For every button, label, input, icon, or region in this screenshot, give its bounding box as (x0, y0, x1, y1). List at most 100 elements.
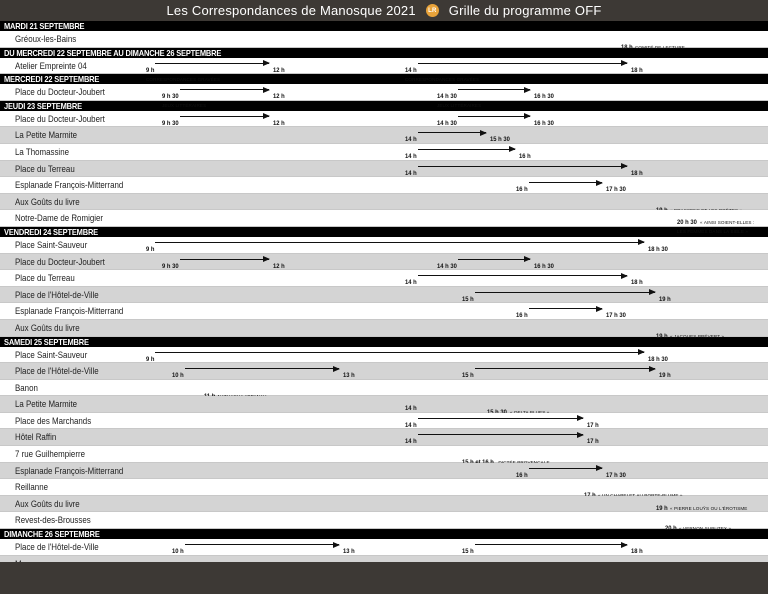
venue-name: Place de l'Hôtel-de-Ville (15, 366, 99, 377)
end-time: 16 h 30 (534, 262, 554, 270)
schedule-row: Aux Goûts du livre 19 h« BRASSENS ET LES … (0, 193, 768, 214)
event-caption: « PIERRE LOUŸS OU L'ÉROTISME (670, 505, 748, 511)
arrow-line (179, 256, 271, 263)
venue-name: Esplanade François-Mitterrand (15, 180, 124, 191)
event-caption: JEUX LITTÉRAIRES (162, 103, 207, 109)
end-time: 13 h (343, 548, 355, 556)
arrow-line (417, 129, 488, 136)
venue-name: Place de l'Hôtel-de-Ville (15, 289, 99, 300)
schedule-row: Revest-des-Brousses 20 h « VERNON SUBUTEX … (0, 512, 768, 532)
event-end: 13 h (343, 540, 356, 558)
start-time: 16 h (516, 471, 528, 479)
start-time: 10 h (172, 548, 184, 556)
arrow-line (417, 146, 517, 153)
arrow-line (457, 86, 532, 93)
day-header: MERCREDI 22 SEPTEMBRE (0, 74, 768, 85)
event-time: 15 h 30 (487, 409, 507, 416)
event-start[interactable]: 14 h CORRESPONDANCES GRAVÉES (405, 59, 479, 82)
start-time: 14 h 30 (437, 262, 457, 270)
event-end: 17 h 30 (606, 304, 628, 322)
event-start[interactable]: 9 h CORRESPONDANCES GRAVÉES (146, 59, 220, 82)
arrow-line (457, 256, 532, 263)
event-end: 18 h 30 (648, 238, 670, 256)
start-time: 14 h 30 (437, 93, 457, 101)
day-header: VENDREDI 24 SEPTEMBRE (0, 226, 768, 237)
day-header: DU MERCREDI 22 SEPTEMBRE AU DIMANCHE 26 … (0, 47, 768, 58)
day-header-label: MERCREDI 22 SEPTEMBRE (4, 74, 100, 85)
start-time: 9 h 30 (162, 93, 179, 101)
venue-name: Place Saint-Sauveur (15, 239, 88, 250)
event-time: 20 h (665, 525, 677, 533)
footer-bar (0, 562, 768, 594)
event-time: 14 h (405, 405, 417, 413)
event-end: 12 h (273, 85, 286, 103)
venue-name: Aux Goûts du livre (15, 498, 80, 509)
venue-name: Hôtel Raffin (15, 432, 57, 443)
event-caption: « AINSI SOIENT-ELLES : (700, 220, 755, 226)
schedule-row: Reillanne 17 h« UN CHAPELET AU PORTE-PLUM… (0, 479, 768, 499)
start-time: 10 h (172, 372, 184, 380)
event-end: 18 h (631, 540, 644, 558)
arrow-line (184, 365, 341, 372)
event-time: 18 h (621, 44, 633, 51)
event-caption: « VERNON SUBUTEX » (679, 526, 732, 532)
start-time: 15 h (462, 295, 474, 303)
start-time: 14 h (405, 66, 417, 74)
event-end: 18 h 30 (648, 348, 670, 366)
event-start[interactable]: 9 h 30 JEUX LITTÉRAIRES (162, 85, 206, 108)
festival-logo: LR (425, 4, 439, 17)
end-time: 18 h (631, 279, 643, 287)
end-time: 18 h (631, 66, 643, 74)
day-header: JEUDI 23 SEPTEMBRE (0, 100, 768, 111)
event[interactable]: 17 h« UN CHAPELET AU PORTE-PLUME » (584, 484, 683, 502)
schedule-row: Gréoux-les-Bains 18 h COMITÉ DE LECTURE (0, 31, 768, 51)
event-end: 19 h (659, 364, 672, 382)
venue-name: 7 rue Guilhempierre (15, 449, 86, 460)
event-end: 19 h (659, 288, 672, 306)
event[interactable]: 15 h 30« DELTA BLUES » (487, 401, 549, 419)
arrow-line (417, 415, 585, 422)
event-caption: « BRASSENS ET LES POÈTES » (670, 208, 742, 213)
start-time: 15 h (462, 372, 474, 380)
event[interactable]: 18 h COMITÉ DE LECTURE (621, 36, 685, 54)
event-time: 19 h (656, 504, 668, 512)
schedule-row: Notre-Dame de Romigier 20 h 30 « AINSI SOI… (0, 210, 768, 234)
schedule-row: 7 rue Guilhempierre 15 h et 16 h DICTÉE PR… (0, 446, 768, 466)
event[interactable]: 19 h « JACQUES PRÉVERT » (656, 325, 724, 343)
venue-name: Gréoux-les-Bains (15, 34, 77, 44)
end-time: 16 h (519, 152, 531, 160)
event[interactable]: 11 hNATHACHA APPANAH (204, 385, 267, 403)
end-time: 16 h 30 (534, 119, 554, 127)
event[interactable]: 20 h 30 « AINSI SOIENT-ELLES : LES FEMMES … (677, 211, 754, 234)
event[interactable]: 20 h « VERNON SUBUTEX » (665, 517, 731, 535)
event-end: 17 h 30 (606, 178, 628, 196)
venue-name: Place Saint-Sauveur (15, 349, 88, 360)
event[interactable]: 15 h et 16 h DICTÉE PROVENÇALE (462, 451, 550, 469)
end-time: 16 h 30 (534, 93, 554, 101)
event-start[interactable]: 14 h 30 JEUX LITTÉRAIRES (437, 85, 481, 108)
end-time: 18 h (631, 548, 643, 556)
event-caption: « DELTA BLUES » (510, 410, 549, 415)
schedule-row: Atelier Empreinte 04 9 h CORRESPONDANCES G… (0, 57, 768, 82)
schedule-row: Banon 11 hNATHACHA APPANAH (0, 379, 768, 400)
venue-name: Aux Goûts du livre (15, 322, 80, 333)
arrow-line (417, 60, 629, 67)
event-end: 18 h (631, 271, 644, 289)
event-end: 18 h (631, 59, 644, 77)
event[interactable]: 19 h« BRASSENS ET LES POÈTES » (656, 199, 742, 217)
start-time: 16 h (516, 186, 528, 194)
start-time: 14 h (405, 421, 417, 429)
arrow-line (417, 272, 629, 279)
event-caption: JEUX LITTÉRAIRES (437, 103, 482, 109)
end-time: 13 h (343, 372, 355, 380)
end-time: 18 h 30 (648, 245, 668, 253)
venue-name: Aux Goûts du livre (15, 196, 80, 207)
end-time: 17 h (587, 438, 599, 446)
title-bar: Les Correspondances de Manosque 2021 LR … (0, 0, 768, 21)
day-header-label: MARDI 21 SEPTEMBRE (4, 21, 85, 31)
